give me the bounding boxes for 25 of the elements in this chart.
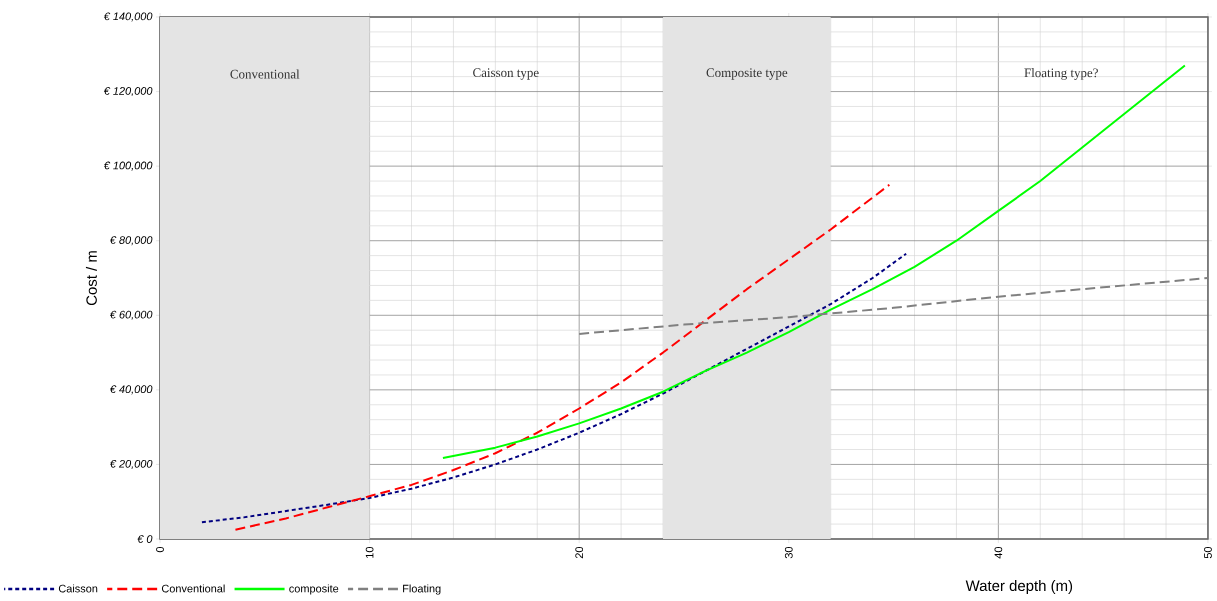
y-tick-label: € 80,000 [109, 236, 153, 246]
y-tick-label: € 60,000 [109, 310, 153, 320]
x-tick-label: 10 [365, 546, 374, 558]
annotation: Floating type? [1024, 68, 1098, 80]
band-label: Composite type [706, 68, 788, 80]
legend-label: composite [289, 584, 339, 595]
legend-label: Floating [403, 584, 441, 595]
y-tick-label: € 140,000 [103, 12, 153, 22]
x-tick-label: 30 [784, 546, 793, 559]
y-tick-label: € 0 [137, 535, 153, 543]
line-series [441, 64, 1186, 460]
x-tick-label: 40 [994, 546, 1003, 559]
y-axis-title: Cost / m [85, 251, 97, 306]
x-tick-label: 20 [575, 546, 584, 559]
x-tick-label: 50 [1204, 546, 1212, 559]
y-tick-label: € 20,000 [109, 459, 153, 469]
y-tick-label: € 120,000 [103, 87, 153, 97]
legend-label: Conventional [161, 584, 225, 593]
x-tick-label: 0 [156, 546, 164, 553]
legend-label: Caisson [58, 584, 98, 593]
annotation: Caisson type [473, 68, 539, 80]
y-tick-label: € 100,000 [103, 161, 153, 171]
x-axis-title: Water depth (m) [965, 580, 1073, 594]
y-tick-label: € 40,000 [109, 385, 153, 395]
band-label: Conventional [230, 69, 300, 79]
